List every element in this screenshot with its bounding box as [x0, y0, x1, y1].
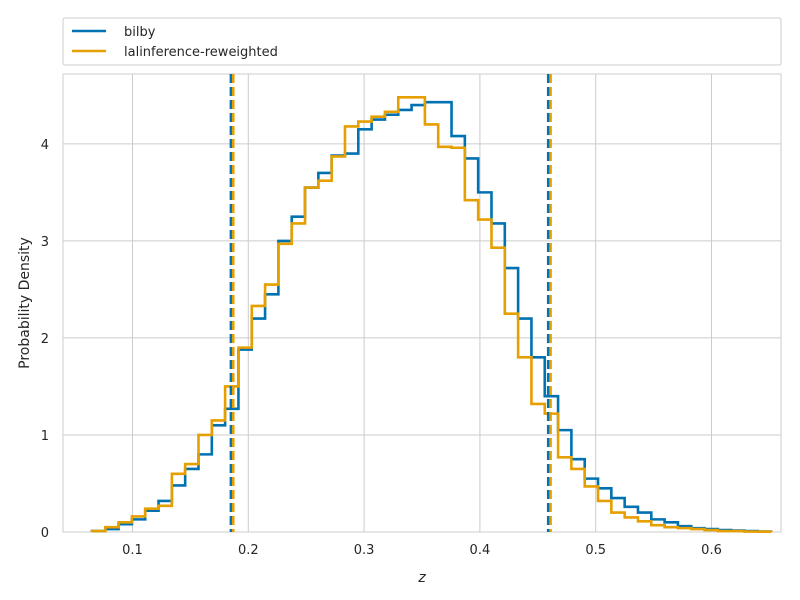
- series-line-1: [90, 95, 773, 534]
- x-tick-label: 0.4: [470, 543, 491, 558]
- grid: [63, 74, 781, 533]
- x-axis-label: z: [417, 570, 426, 586]
- x-tick-label: 0.5: [585, 543, 606, 558]
- legend: bilby lalinference-reweighted: [62, 17, 782, 66]
- x-tick-label: 0.6: [701, 543, 722, 558]
- x-tick-label: 0.2: [238, 543, 259, 558]
- y-axis-label: Probability Density: [17, 237, 33, 369]
- plot-area: [62, 73, 782, 533]
- y-tick-label: 1: [41, 429, 49, 444]
- x-tick-label: 0.3: [354, 543, 375, 558]
- y-tick-label: 3: [41, 235, 49, 250]
- series-group: [90, 95, 773, 534]
- interval-lines: [229, 74, 552, 532]
- legend-box: [62, 17, 782, 66]
- y-tick-labels: 0 1 2 3 4: [41, 138, 49, 541]
- legend-label: lalinference-reweighted: [124, 45, 278, 60]
- legend-label: bilby: [124, 25, 156, 40]
- y-tick-label: 2: [41, 332, 49, 347]
- y-tick-label: 0: [41, 526, 49, 541]
- y-tick-label: 4: [41, 138, 49, 153]
- x-tick-labels: 0.1 0.2 0.3 0.4 0.5 0.6: [122, 543, 722, 558]
- x-tick-label: 0.1: [122, 543, 143, 558]
